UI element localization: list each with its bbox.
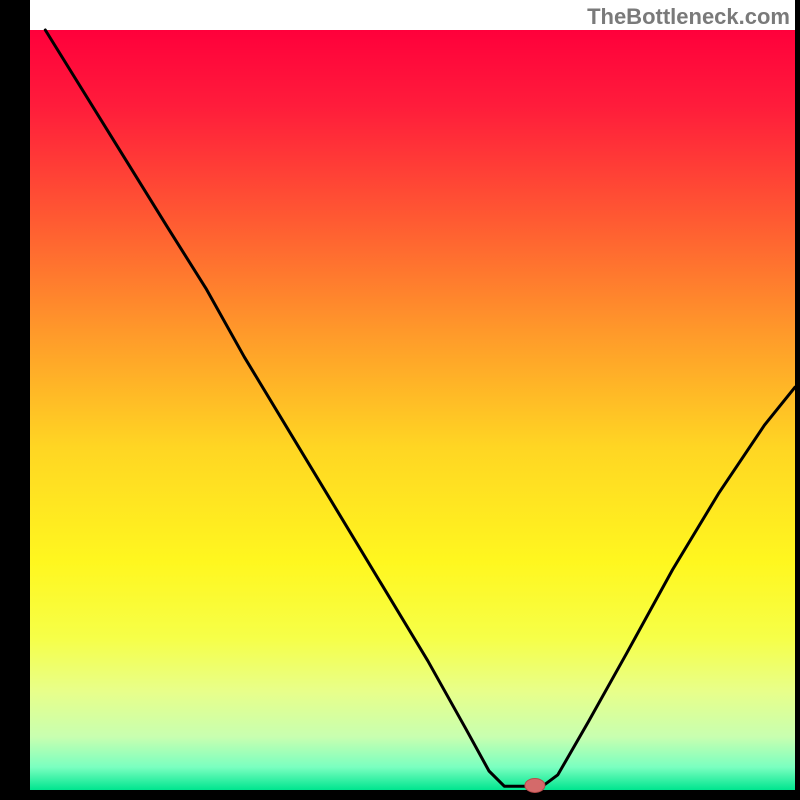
frame-right bbox=[795, 0, 800, 800]
bottleneck-chart bbox=[0, 0, 800, 800]
frame-left bbox=[0, 0, 30, 800]
chart-container: TheBottleneck.com bbox=[0, 0, 800, 800]
watermark-text: TheBottleneck.com bbox=[587, 4, 790, 30]
frame-bottom bbox=[0, 790, 800, 800]
optimum-marker bbox=[525, 778, 545, 792]
gradient-background bbox=[30, 30, 795, 790]
